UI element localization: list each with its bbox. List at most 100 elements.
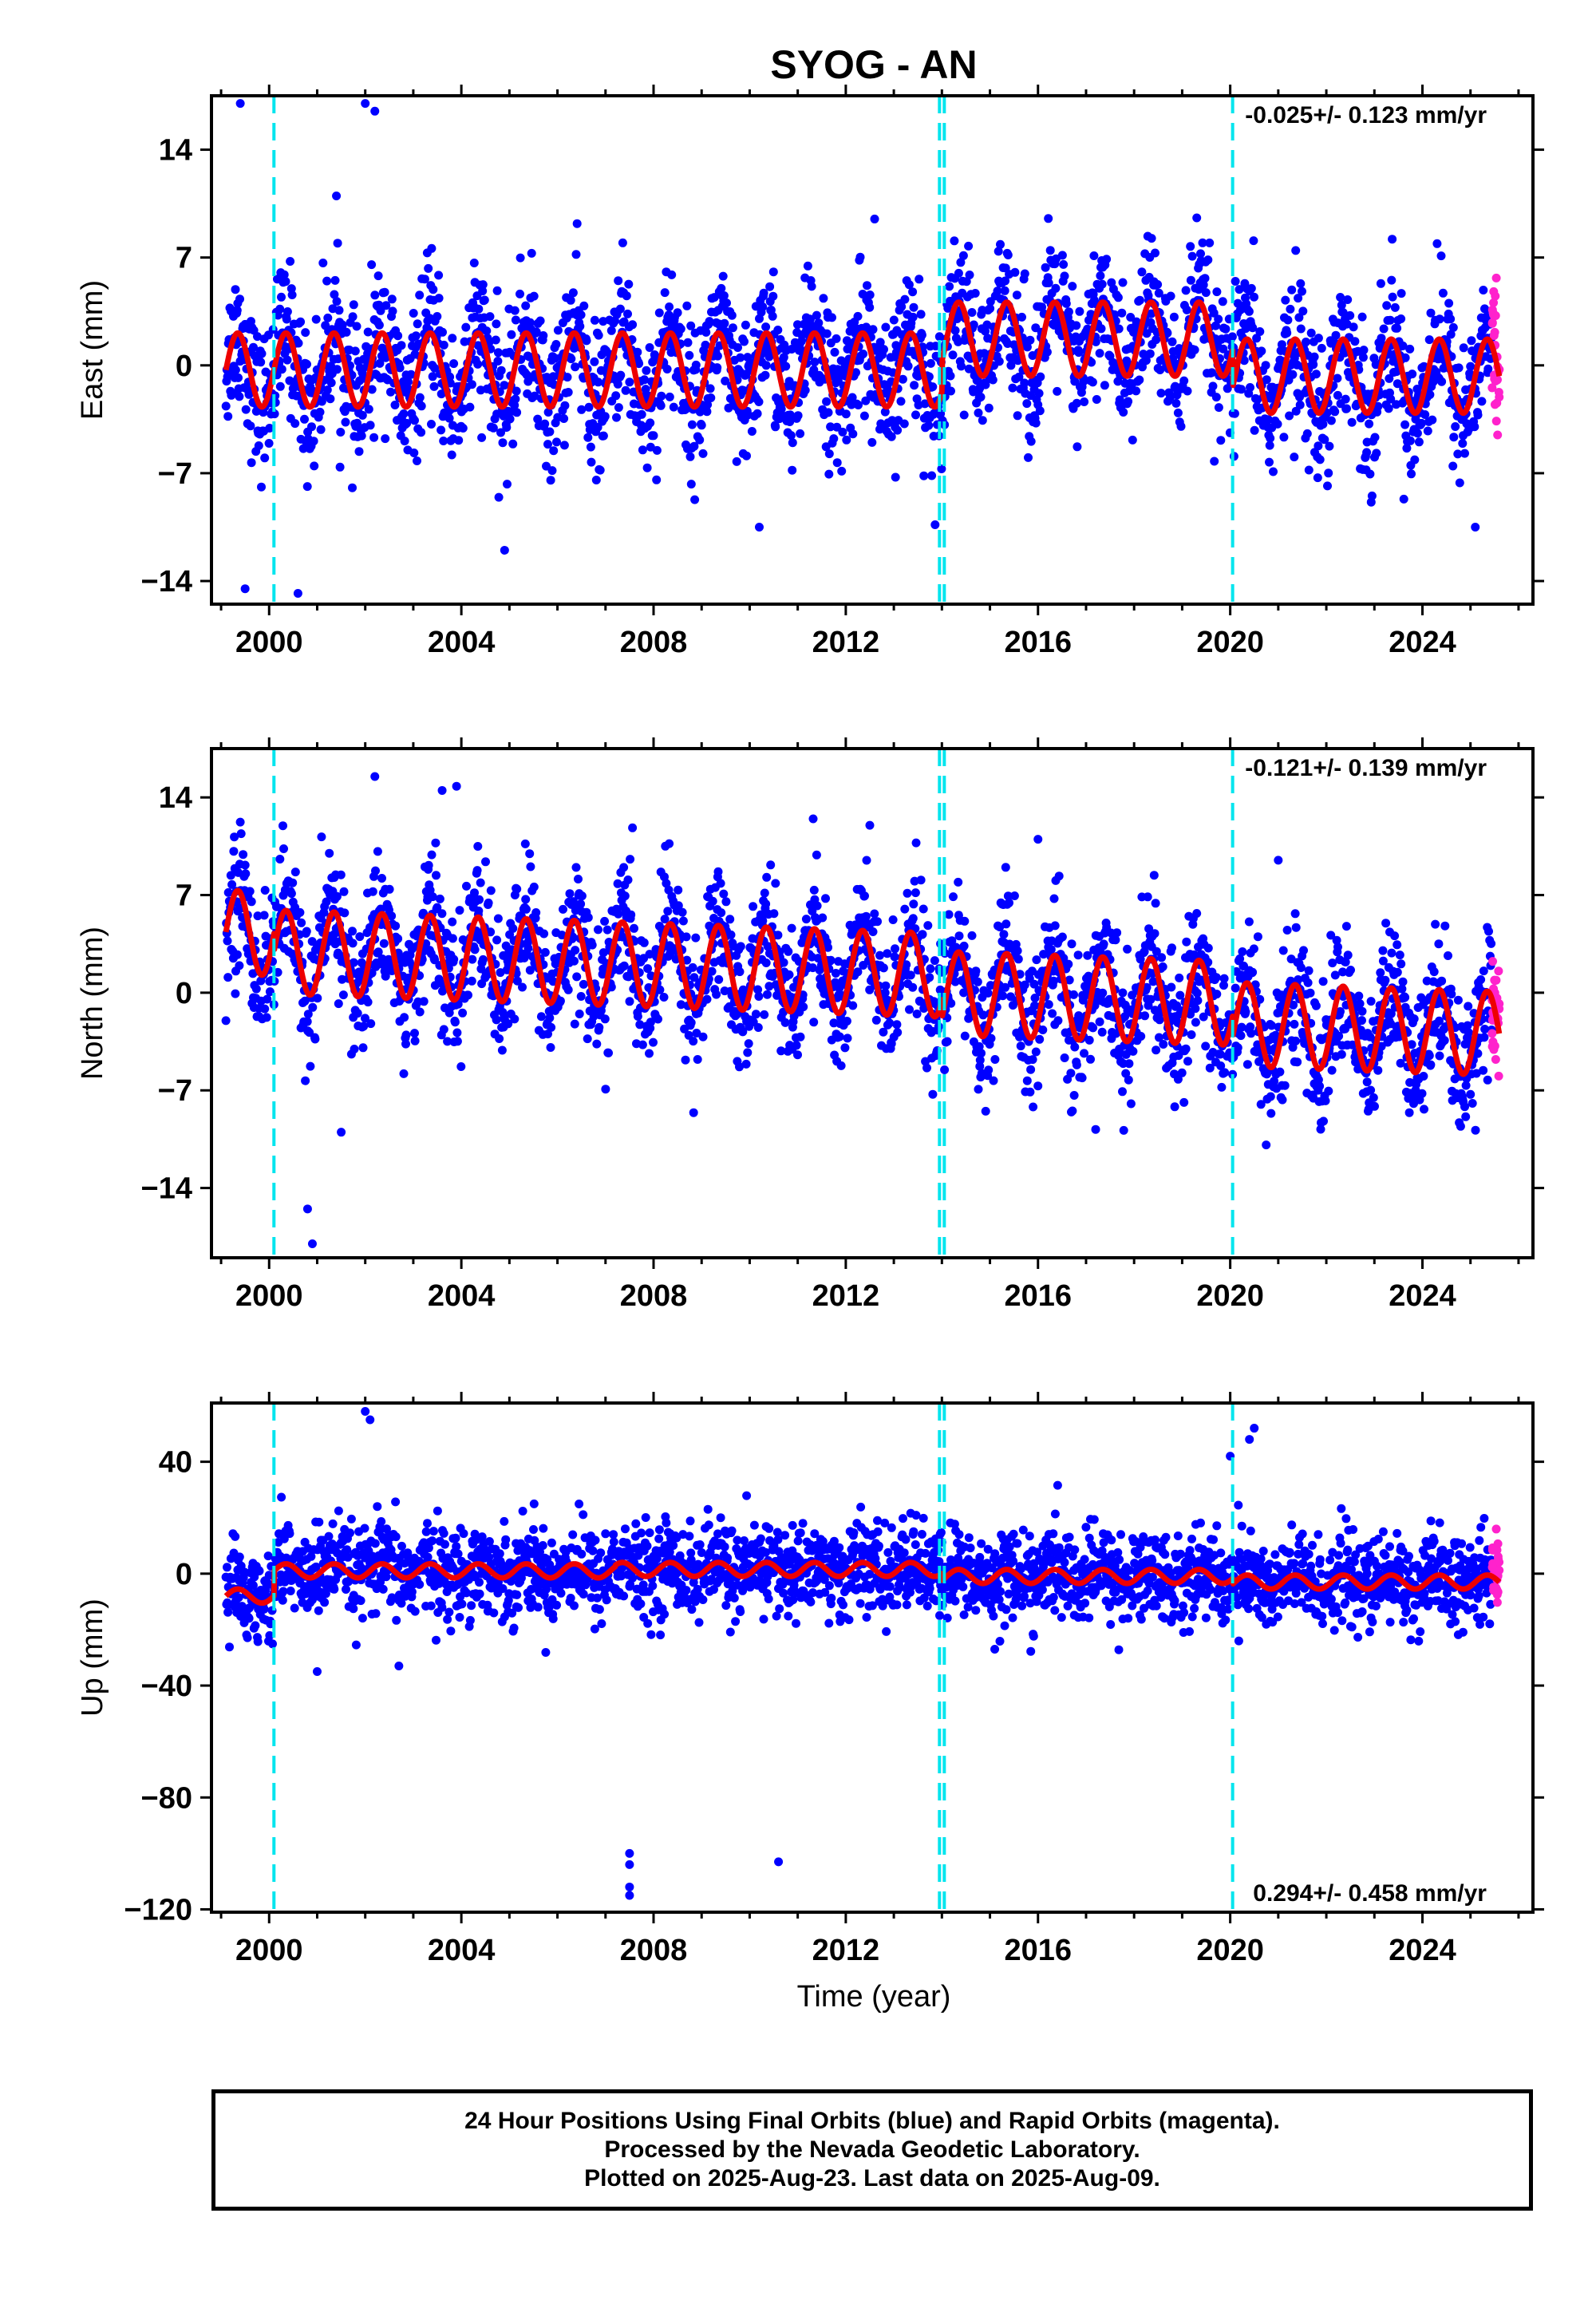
- data-point: [1372, 449, 1381, 458]
- data-point: [1126, 1099, 1136, 1109]
- data-point: [307, 422, 316, 432]
- data-point: [1387, 275, 1396, 285]
- data-point: [264, 439, 274, 448]
- data-point: [1088, 377, 1097, 387]
- data-point: [800, 385, 810, 395]
- data-point: [908, 287, 918, 297]
- data-point: [1294, 313, 1304, 322]
- data-point: [1171, 398, 1181, 408]
- data-point: [993, 287, 1002, 296]
- data-point: [642, 366, 651, 375]
- data-point: [296, 317, 306, 326]
- data-point: [1277, 340, 1286, 350]
- data-point: [870, 909, 879, 919]
- data-point: [637, 409, 646, 419]
- data-point: [623, 309, 632, 318]
- data-point: [1318, 977, 1328, 986]
- data-point: [926, 358, 935, 368]
- data-point: [571, 250, 581, 259]
- data-point: [1045, 246, 1055, 255]
- data-point: [1128, 1046, 1138, 1056]
- data-point: [1306, 988, 1315, 998]
- data-point: [387, 294, 397, 304]
- data-point: [433, 312, 442, 321]
- data-point: [371, 866, 380, 875]
- data-point: [492, 1015, 501, 1025]
- data-point: [1449, 433, 1459, 442]
- data-point: [467, 976, 476, 986]
- data-point: [1024, 453, 1033, 462]
- data-point: [763, 990, 772, 999]
- data-point: [689, 1037, 698, 1046]
- outlier-point: [293, 588, 302, 598]
- data-point: [546, 1043, 555, 1052]
- data-point: [1146, 994, 1156, 1004]
- data-point: [543, 440, 552, 449]
- data-point: [643, 964, 653, 974]
- data-point: [493, 914, 503, 923]
- data-point: [871, 1015, 881, 1025]
- data-point: [1458, 439, 1468, 449]
- data-point: [1255, 327, 1265, 336]
- data-point: [551, 340, 561, 349]
- data-point: [1177, 1068, 1187, 1077]
- data-point: [616, 370, 626, 380]
- data-point: [1152, 335, 1161, 345]
- data-point: [540, 419, 550, 429]
- data-point: [1014, 372, 1024, 381]
- data-point: [880, 988, 890, 998]
- data-point: [1436, 251, 1446, 261]
- data-point: [810, 358, 820, 367]
- data-point: [1256, 1100, 1266, 1109]
- data-point: [735, 1062, 744, 1072]
- data-point: [911, 888, 920, 898]
- data-point: [567, 354, 576, 364]
- data-point: [525, 318, 535, 327]
- data-point: [428, 372, 437, 381]
- data-point: [263, 994, 272, 1004]
- data-point: [1231, 277, 1240, 286]
- model-fit-line-east: [223, 299, 1503, 417]
- data-point: [626, 855, 635, 864]
- data-point: [887, 432, 896, 441]
- data-point: [439, 340, 448, 350]
- data-point: [1191, 1018, 1200, 1027]
- data-point: [1136, 954, 1145, 964]
- data-point: [1191, 1004, 1200, 1014]
- data-point: [246, 421, 255, 431]
- data-point: [793, 1050, 802, 1060]
- data-point: [1205, 1063, 1215, 1073]
- data-point: [462, 881, 471, 891]
- data-point: [295, 907, 305, 917]
- data-point: [223, 412, 233, 421]
- data-point: [625, 997, 634, 1006]
- data-point: [363, 998, 373, 1007]
- data-point: [686, 480, 696, 489]
- data-point: [481, 857, 490, 867]
- data-point: [695, 435, 705, 445]
- data-point: [718, 271, 728, 281]
- data-point: [606, 326, 616, 335]
- data-point: [1291, 246, 1301, 255]
- data-point: [954, 877, 963, 887]
- data-point: [559, 904, 567, 914]
- data-point: [455, 906, 464, 915]
- data-point: [1190, 345, 1199, 354]
- data-point: [1286, 304, 1295, 314]
- data-point: [279, 844, 288, 853]
- data-point: [571, 362, 580, 372]
- data-point: [688, 962, 697, 972]
- data-point: [253, 332, 262, 342]
- data-point: [1262, 1140, 1271, 1150]
- data-point: [395, 363, 405, 373]
- data-point: [290, 419, 300, 429]
- data-point: [1278, 946, 1288, 955]
- data-point: [944, 910, 954, 919]
- data-point: [286, 889, 296, 899]
- data-point: [232, 306, 242, 315]
- data-point: [1157, 953, 1167, 962]
- data-point: [1036, 372, 1045, 381]
- data-point: [1231, 983, 1240, 993]
- data-point: [1201, 288, 1211, 298]
- data-point: [881, 322, 891, 332]
